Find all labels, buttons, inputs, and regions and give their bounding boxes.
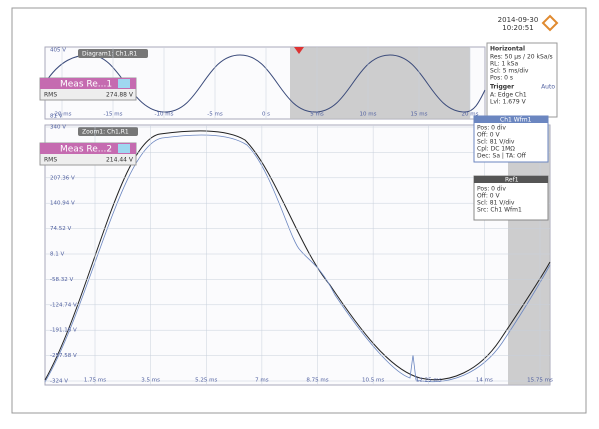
x-tick-label: 14 ms	[476, 378, 493, 384]
meas-label: RMS	[44, 157, 57, 164]
panel-line: Cpl: DC 1MΩ	[477, 146, 515, 153]
panel-title: Trigger	[490, 84, 514, 91]
x-tick-label: 15 ms	[411, 112, 428, 118]
x-tick-label: 5 ms	[310, 112, 324, 118]
zoom-tab	[78, 127, 138, 136]
panel-title: Ch1 Wfm1	[500, 117, 532, 124]
meas-label: RMS	[44, 92, 57, 99]
panel-title: Ref1	[505, 177, 519, 184]
x-tick-label: 1.75 ms	[84, 378, 106, 384]
y-tick-label: -124.74 V	[50, 302, 77, 308]
x-tick-label: 10 ms	[360, 112, 377, 118]
meas-value: 214.44 V	[106, 157, 134, 164]
y-tick-label: 207.36 V	[50, 175, 75, 181]
zoom-title: Zoom1: Ch1,R1	[82, 129, 129, 136]
panel-header	[474, 116, 548, 123]
x-tick-label: 7 ms	[255, 378, 269, 384]
y-tick-label: -191.16 V	[50, 328, 77, 334]
y-tick-label: 74.52 V	[50, 226, 71, 232]
trigger-marker	[294, 47, 304, 54]
y-tick-label: 405 V	[50, 48, 66, 54]
zoom-shade	[508, 125, 550, 385]
panel-line: Dec: Sa | TA: Off	[477, 153, 527, 160]
ch1-panel[interactable]	[473, 115, 549, 163]
panel-line: Scl: 5 ms/div	[490, 68, 529, 75]
x-tick-label: 15.75 ms	[527, 378, 553, 384]
x-tick-label: -15 ms	[104, 112, 123, 118]
meas-title: Meas Re...2	[60, 145, 112, 155]
meas-box-1[interactable]: Meas Re...1 RMS 274.88 V	[39, 77, 137, 101]
meas-value: 274.88 V	[106, 92, 134, 99]
x-tick-label: 20 ms	[462, 112, 479, 118]
panel-line: Pos: 0 s	[490, 75, 513, 82]
panel-line: Lvl: 1.679 V	[490, 99, 527, 106]
panel-line: RL: 1 kSa	[490, 61, 518, 68]
time: 10:20:51	[502, 24, 533, 32]
x-tick-label: -20 ms	[53, 112, 72, 118]
diagram-title: Diagram1: Ch1,R1	[82, 51, 137, 58]
y-tick-label: 8.1 V	[50, 252, 64, 258]
x-tick-label: 12.25 ms	[416, 378, 442, 384]
y-tick-label: -257.58 V	[50, 353, 77, 359]
x-tick-label: 8.75 ms	[306, 378, 328, 384]
panel-line: A: Edge Ch1	[490, 92, 527, 99]
panel-line: Off: 0 V	[477, 132, 501, 139]
x-tick-label: 3.5 ms	[141, 378, 160, 384]
panel-title: Horizontal	[490, 46, 525, 53]
y-tick-label: -324 V	[50, 379, 68, 385]
trigger-mode: Auto	[541, 84, 555, 91]
ref1-panel[interactable]	[473, 175, 549, 221]
x-tick-label: -10 ms	[155, 112, 174, 118]
x-tick-label: 10.5 ms	[362, 378, 384, 384]
panel-header	[474, 176, 548, 183]
y-tick-label: -58.32 V	[50, 277, 73, 283]
y-tick-label: 340 V	[50, 125, 66, 131]
zoom-region	[290, 47, 470, 119]
panel-line: Res: 50 µs / 20 kSa/s	[490, 54, 553, 61]
horizontal-panel[interactable]	[486, 42, 558, 118]
panel-line: Off: 0 V	[477, 193, 501, 200]
panel-line: Scl: 81 V/div	[477, 139, 515, 146]
panel-line: Scl: 81 V/div	[477, 200, 515, 207]
meas-title: Meas Re...1	[60, 80, 112, 90]
x-tick-label: 5.25 ms	[195, 378, 217, 384]
date: 2014-09-30	[498, 16, 539, 24]
x-tick-label: 0 s	[262, 112, 270, 118]
waveform	[44, 54, 486, 113]
panel-line: Src: Ch1 Wfm1	[477, 207, 522, 214]
panel-line: Pos: 0 div	[477, 125, 506, 132]
panel-line: Pos: 0 div	[477, 186, 506, 193]
meas-box-2[interactable]: Meas Re...2 RMS 214.44 V	[39, 142, 137, 166]
logo	[541, 14, 559, 32]
y-tick-label: 81 V	[50, 114, 63, 120]
x-tick-label: -5 ms	[207, 112, 223, 118]
y-tick-label: 140.94 V	[50, 201, 75, 207]
